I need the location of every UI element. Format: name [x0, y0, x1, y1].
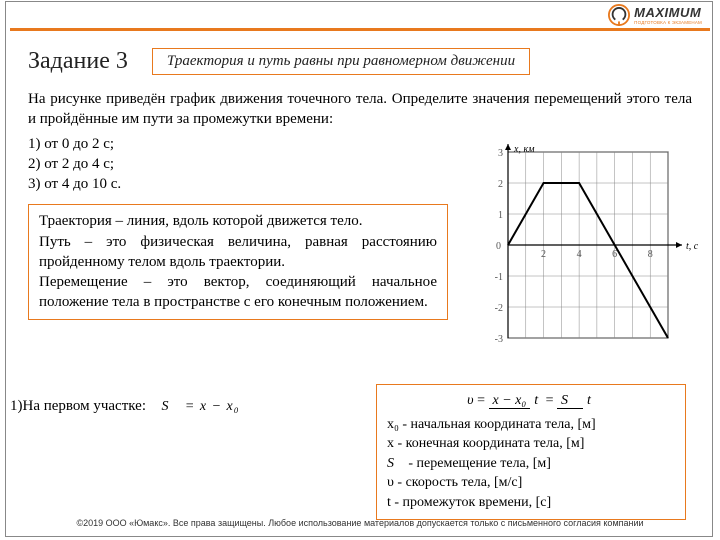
svg-text:0: 0 [496, 241, 501, 252]
var-line: S⃗ - перемещение тела, [м] [387, 454, 675, 474]
svg-text:-1: -1 [495, 272, 503, 283]
var-line: t - промежуток времени, [с] [387, 493, 675, 513]
svg-text:t, с: t, с [686, 241, 698, 252]
var-line: x₀ - начальная координата тела, [м] [387, 415, 675, 435]
problem-text: На рисунке приведён график движения точе… [28, 89, 692, 130]
svg-text:2: 2 [498, 179, 503, 190]
svg-text:4: 4 [577, 249, 582, 260]
def-line: Перемещение – это вектор, соединяющий на… [39, 272, 437, 313]
step-1: 1)На первом участке: S⃗ = x − x₀ [10, 398, 240, 415]
variables-box: υ = x − x₀t = S⃗t x₀ - начальная координ… [376, 384, 686, 520]
motion-graph: 2 4 6 8 -3 -2 -1 0 1 2 3 t, с x, км [478, 140, 698, 350]
logo-underline [10, 28, 710, 31]
var-line: υ - скорость тела, [м/с] [387, 473, 675, 493]
svg-text:8: 8 [648, 249, 653, 260]
svg-text:-3: -3 [495, 334, 503, 345]
logo: MAXIMUM ПОДГОТОВКА К ЭКЗАМЕНАМ [608, 4, 702, 26]
svg-text:1: 1 [498, 210, 503, 221]
svg-text:x, км: x, км [513, 144, 535, 155]
header-row: Задание 3 Траектория и путь равны при ра… [28, 48, 692, 75]
aphorism-box: Траектория и путь равны при равномерном … [152, 48, 530, 75]
svg-text:6: 6 [612, 249, 617, 260]
def-line: Траектория – линия, вдоль которой движет… [39, 211, 437, 231]
definitions-box: Траектория – линия, вдоль которой движет… [28, 204, 448, 319]
logo-main: MAXIMUM [634, 5, 702, 20]
footer: ©2019 ООО «Юмакс». Все права защищены. Л… [0, 518, 720, 528]
velocity-equation: υ = x − x₀t = S⃗t [387, 391, 675, 411]
logo-icon [608, 4, 630, 26]
svg-text:-2: -2 [495, 303, 503, 314]
var-line: x - конечная координата тела, [м] [387, 434, 675, 454]
def-line: Путь – это физическая величина, равная р… [39, 232, 437, 273]
logo-sub: ПОДГОТОВКА К ЭКЗАМЕНАМ [634, 20, 702, 25]
step1-label: 1)На первом участке: [10, 398, 146, 415]
svg-text:3: 3 [498, 148, 503, 159]
task-title: Задание 3 [28, 48, 128, 75]
svg-text:2: 2 [541, 249, 546, 260]
step1-formula: S⃗ = x − x₀ [162, 399, 240, 415]
